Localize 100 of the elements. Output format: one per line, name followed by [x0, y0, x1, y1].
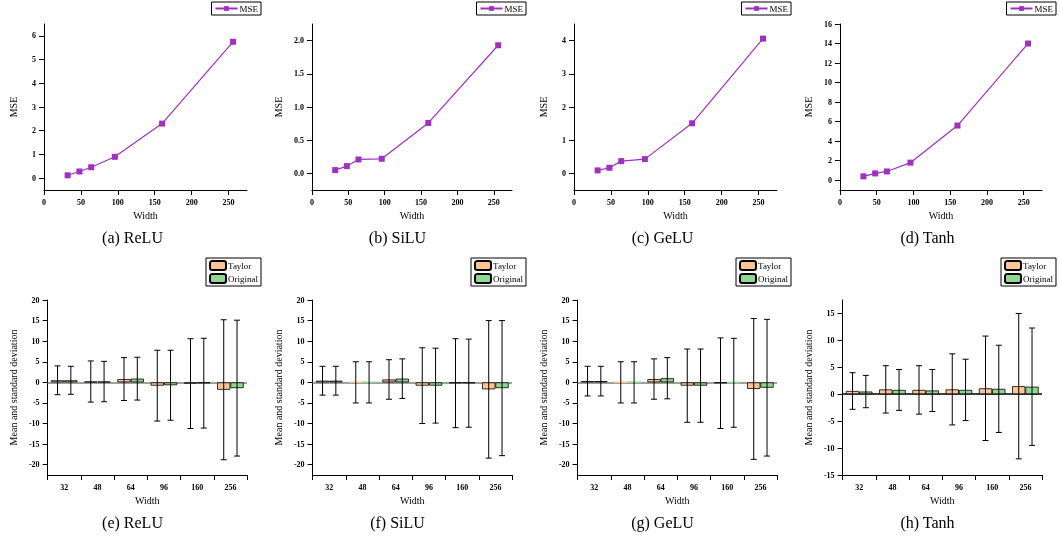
- x-axis-title: Width: [399, 210, 425, 222]
- point: [594, 167, 601, 174]
- point: [1025, 40, 1032, 47]
- x-axis-title: Width: [929, 495, 955, 507]
- legend-label: Taylor: [758, 260, 782, 271]
- y-tick-label: 14: [823, 39, 832, 49]
- y-axis-title: Mean and standard deviation: [272, 329, 284, 446]
- y-tick-label: 10: [561, 336, 570, 346]
- text: (g) GeLU: [631, 513, 695, 532]
- x-tick-label: 32: [590, 482, 599, 492]
- y-tick-label: 15: [561, 316, 570, 326]
- x-tick-label: 32: [855, 482, 864, 492]
- text: (e) ReLU: [102, 513, 164, 532]
- legend-label: Taylor: [1023, 260, 1047, 271]
- x-tick-label: 32: [60, 482, 69, 492]
- legend-label: Taylor: [493, 260, 517, 271]
- y-tick-label: 0.5: [293, 135, 304, 145]
- x-axis-title: Width: [663, 210, 688, 222]
- legend-label: Original: [228, 273, 259, 284]
- x-tick-label: 64: [391, 482, 400, 492]
- y-tick-label: 5: [830, 362, 835, 372]
- x-tick-label: 250: [752, 197, 765, 207]
- y-tick-label: 10: [823, 78, 832, 88]
- x-tick-label: 64: [126, 482, 135, 492]
- x-tick-label: 200: [185, 197, 198, 207]
- x-tick-label: 160: [986, 482, 999, 492]
- x-tick-label: 64: [921, 482, 930, 492]
- point: [618, 158, 625, 165]
- text: (f) SiLU: [370, 513, 426, 532]
- y-tick-label: 1.5: [293, 69, 304, 79]
- x-tick-label: 160: [456, 482, 469, 492]
- y-tick-label: 10: [826, 335, 835, 345]
- y-tick-label: -5: [32, 398, 40, 408]
- x-tick-label: 50: [344, 197, 353, 207]
- y-axis-title: MSE: [7, 96, 19, 118]
- point: [883, 168, 890, 175]
- x-tick-label: 200: [980, 197, 993, 207]
- y-tick-label: 0: [35, 377, 40, 387]
- y-tick-label: 5: [300, 357, 305, 367]
- x-axis-title: Width: [134, 495, 160, 507]
- text: (c) GeLU: [631, 228, 694, 247]
- y-tick-label: -20: [558, 460, 570, 470]
- y-tick-label: 15: [31, 316, 40, 326]
- x-tick-label: 200: [451, 197, 464, 207]
- y-tick-label: 4: [562, 36, 566, 46]
- point: [425, 119, 432, 126]
- x-tick-label: 96: [689, 482, 698, 492]
- x-tick-label: 32: [325, 482, 334, 492]
- x-tick-label: 150: [415, 197, 428, 207]
- x-tick-label: 256: [489, 482, 502, 492]
- point: [689, 120, 696, 127]
- y-tick-label: 0: [565, 377, 570, 387]
- y-axis-title: Mean and standard deviation: [802, 329, 814, 446]
- y-axis-title: MSE: [272, 96, 284, 118]
- x-tick-label: 160: [721, 482, 734, 492]
- y-tick-label: 1: [562, 135, 566, 145]
- y-tick-label: -10: [823, 443, 835, 453]
- y-tick-label: 20: [296, 295, 305, 305]
- x-tick-label: 50: [872, 197, 881, 207]
- legend-label: MSE: [1034, 3, 1054, 14]
- x-tick-label: 256: [224, 482, 237, 492]
- y-tick-label: 15: [296, 316, 305, 326]
- y-tick-label: 0.0: [293, 168, 304, 178]
- y-tick-label: -15: [293, 439, 305, 449]
- x-tick-label: 0: [837, 197, 842, 207]
- y-tick-label: 0: [827, 175, 832, 185]
- y-tick-label: 6: [32, 31, 36, 41]
- text: (d) Tanh: [900, 228, 955, 247]
- x-axis-title: Width: [399, 495, 425, 507]
- y-tick-label: -15: [28, 439, 40, 449]
- point: [88, 164, 95, 171]
- point: [355, 156, 362, 163]
- point: [159, 120, 166, 127]
- x-tick-label: 150: [944, 197, 957, 207]
- y-tick-label: 3: [562, 69, 566, 79]
- y-tick-label: 4: [827, 136, 832, 146]
- y-tick-label: -15: [558, 439, 570, 449]
- y-tick-label: -10: [293, 419, 305, 429]
- x-tick-label: 96: [424, 482, 433, 492]
- x-tick-label: 96: [159, 482, 168, 492]
- x-tick-label: 50: [76, 197, 85, 207]
- x-tick-label: 50: [606, 197, 615, 207]
- point: [378, 155, 385, 162]
- point: [907, 159, 914, 166]
- y-tick-label: -20: [28, 460, 40, 470]
- legend-label: Taylor: [228, 260, 252, 271]
- text: (b) SiLU: [368, 228, 427, 247]
- y-tick-label: 10: [296, 336, 305, 346]
- legend-label: MSE: [239, 3, 259, 14]
- x-tick-label: 100: [111, 197, 124, 207]
- y-tick-label: -10: [558, 419, 570, 429]
- y-tick-label: 4: [32, 78, 36, 88]
- y-tick-label: 2.0: [293, 36, 304, 46]
- y-tick-label: 3: [32, 102, 36, 112]
- y-tick-label: 1: [32, 149, 36, 159]
- point: [64, 172, 71, 179]
- legend-label: Original: [1023, 273, 1054, 284]
- x-tick-label: 96: [954, 482, 963, 492]
- x-tick-label: 48: [623, 482, 632, 492]
- point: [495, 42, 502, 49]
